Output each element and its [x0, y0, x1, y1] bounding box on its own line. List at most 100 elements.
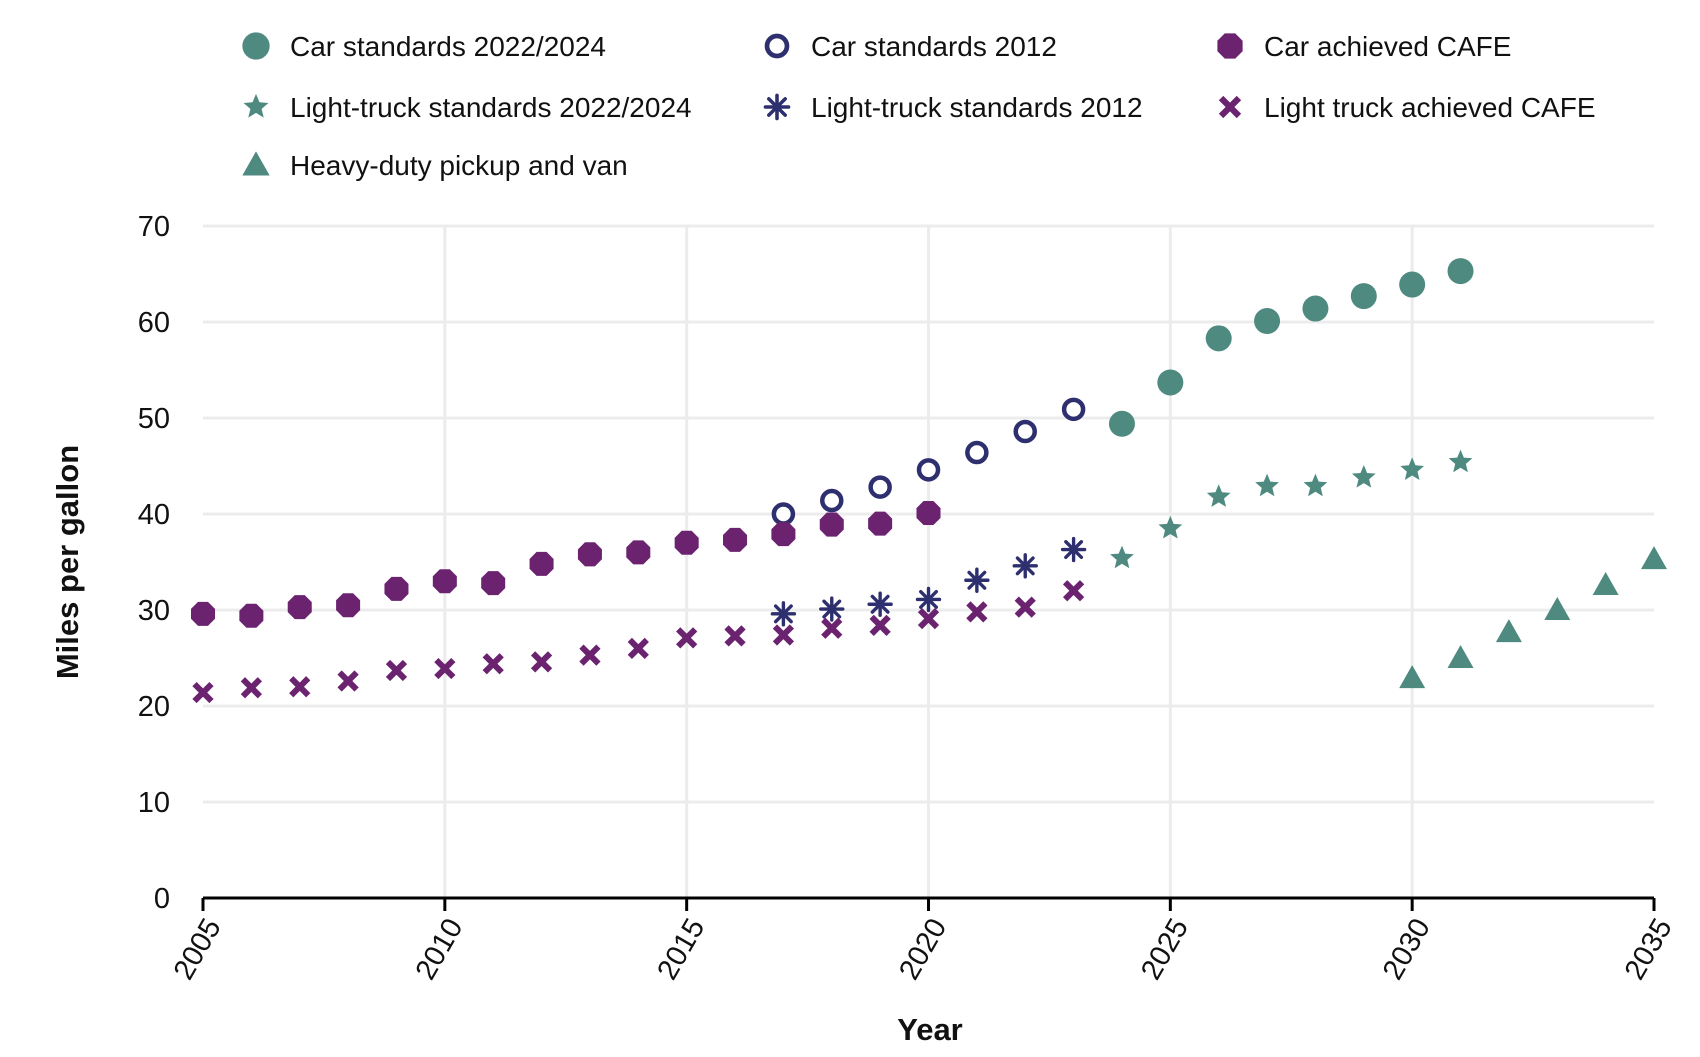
legend-item: Light truck achieved CAFE: [1218, 92, 1596, 123]
legend-item: Light-truck standards 2012: [763, 92, 1143, 123]
data-point: [192, 681, 214, 704]
data-point: [723, 527, 748, 552]
data-point: [1060, 536, 1087, 563]
data-point: [432, 569, 457, 594]
legend-label: Light truck achieved CAFE: [1264, 92, 1596, 123]
series-3: [1110, 449, 1473, 569]
data-point: [771, 522, 796, 547]
data-point: [240, 677, 262, 699]
y-tick-label: 70: [138, 211, 170, 243]
data-point: [1108, 410, 1135, 437]
data-point: [917, 608, 940, 630]
legend-label: Car achieved CAFE: [1264, 31, 1511, 62]
data-point: [287, 595, 312, 620]
data-point: [1641, 546, 1667, 570]
x-tick-label: 2025: [1135, 913, 1195, 985]
data-point: [1110, 545, 1134, 569]
data-point: [821, 617, 843, 639]
data-point: [626, 540, 651, 565]
data-point: [239, 603, 264, 628]
y-tick-label: 20: [138, 691, 170, 723]
series-5: [192, 580, 1085, 704]
legend-marker: [763, 93, 791, 121]
x-tick-label: 2010: [410, 913, 470, 985]
data-point: [289, 676, 311, 698]
data-point: [964, 567, 990, 593]
data-point: [965, 440, 989, 465]
series-4: [770, 536, 1087, 627]
data-point: [1206, 484, 1231, 507]
x-tick-label: 2015: [651, 913, 711, 985]
grid-lines: [203, 224, 1654, 898]
data-point: [1351, 465, 1376, 488]
x-tick-label: 2005: [168, 913, 228, 985]
data-point: [529, 551, 554, 576]
data-point: [916, 501, 941, 526]
x-axis-title: Year: [897, 1012, 963, 1047]
y-tick-label: 40: [138, 499, 170, 531]
data-point: [676, 627, 698, 649]
data-point: [1061, 397, 1086, 422]
data-point: [772, 624, 795, 646]
y-tick-label: 60: [138, 307, 170, 339]
data-points: [190, 258, 1667, 704]
series-1: [771, 397, 1086, 526]
data-point: [337, 670, 359, 692]
legend-marker: [764, 33, 790, 59]
y-tick-label: 0: [154, 883, 170, 915]
legend-item: Heavy-duty pickup and van: [242, 150, 628, 181]
data-point: [868, 475, 892, 499]
data-point: [1205, 325, 1232, 352]
data-point: [915, 586, 942, 613]
data-point: [1592, 572, 1619, 596]
legend-item: Car achieved CAFE: [1217, 31, 1511, 62]
data-point: [770, 601, 797, 627]
legend-marker: [242, 32, 270, 60]
series-6: [1399, 546, 1667, 689]
data-point: [1350, 283, 1377, 310]
data-point: [1013, 419, 1037, 444]
legend: Car standards 2022/2024 Car standards 201…: [242, 31, 1596, 181]
data-point: [1014, 596, 1036, 618]
data-point: [820, 488, 844, 513]
data-point: [1400, 457, 1425, 480]
data-point: [869, 614, 891, 636]
data-point: [434, 657, 456, 680]
y-axis-title: Miles per gallon: [50, 445, 85, 679]
data-point: [1495, 619, 1522, 643]
legend-item: Car standards 2012: [764, 31, 1057, 62]
series-2: [190, 501, 941, 628]
y-tick-label: 50: [138, 403, 170, 435]
data-point: [579, 644, 601, 666]
data-point: [1544, 597, 1571, 620]
data-point: [627, 637, 649, 660]
data-point: [1399, 665, 1426, 689]
legend-marker: [1217, 33, 1243, 59]
data-point: [384, 576, 409, 601]
legend-label: Car standards 2012: [811, 31, 1057, 62]
x-tick-label: 2020: [893, 913, 953, 985]
y-tick-label: 10: [138, 787, 170, 819]
x-tick-label: 2030: [1377, 913, 1437, 985]
data-point: [1254, 308, 1281, 335]
data-point: [336, 593, 361, 618]
data-point: [868, 511, 893, 536]
legend-label: Light-truck standards 2012: [811, 92, 1143, 123]
data-point: [530, 651, 553, 673]
data-point: [1447, 645, 1474, 668]
data-point: [1302, 295, 1329, 322]
data-point: [771, 502, 796, 526]
data-point: [1158, 515, 1183, 539]
data-point: [1399, 271, 1426, 298]
data-point: [966, 601, 988, 623]
legend-label: Car standards 2022/2024: [290, 31, 606, 62]
data-point: [1447, 258, 1474, 285]
legend-marker: [243, 93, 269, 118]
data-point: [481, 571, 506, 596]
data-point: [482, 653, 504, 675]
legend-item: Light-truck standards 2022/2024: [243, 92, 692, 123]
legend-item: Car standards 2022/2024: [242, 31, 606, 62]
x-tick-label: 2035: [1619, 913, 1679, 985]
legend-label: Light-truck standards 2022/2024: [290, 92, 692, 123]
